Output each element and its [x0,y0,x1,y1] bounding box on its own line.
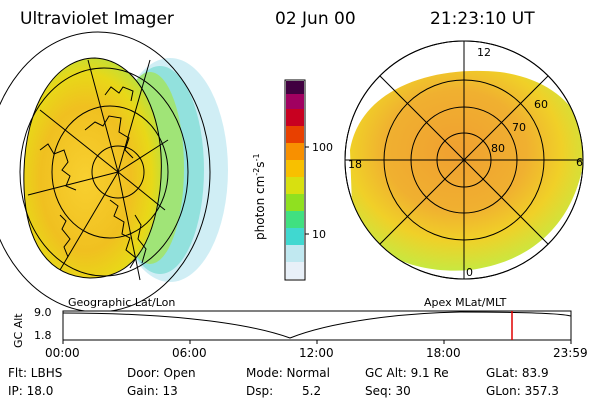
polar-auroral-oval [350,70,583,271]
polar-grid [344,40,584,280]
glat-info: GLat: 83.9 [486,366,549,380]
colorbar-unit-label: photon cm-2s-1 [252,153,267,240]
lat-label-60: 60 [534,98,548,111]
flt-info: Flt: LBHS [8,366,63,380]
lat-label-80: 80 [491,142,505,155]
seq-info: Seq: 30 [365,384,411,398]
alt-xtick-0: 00:00 [45,346,80,360]
dsp-value: 5.2 [302,384,322,398]
alt-xtick-2: 12:00 [299,346,334,360]
time-label: 21:23:10 UT [430,9,535,29]
apex-panel-label: Apex MLat/MLT [424,296,507,309]
alt-axis-label: GC Alt [12,313,25,348]
geographic-panel-label: Geographic Lat/Lon [68,296,176,309]
alt-ytick-high: 9.0 [34,306,52,319]
gain-info: Gain: 13 [127,384,178,398]
ip-info: IP: 18.0 [8,384,54,398]
date-label: 02 Jun 00 [275,9,356,29]
lat-label-70: 70 [512,121,526,134]
colorbar [284,79,309,281]
coastlines [39,86,147,269]
mlt-label-18: 18 [348,158,362,171]
mlt-label-6: 6 [576,156,583,169]
alt-xtick-1: 06:00 [172,346,207,360]
glon-info: GLon: 357.3 [486,384,559,398]
colorbar-tick-10: 10 [312,228,326,241]
alt-ytick-low: 1.8 [34,329,52,342]
alt-xtick-4: 23:59 [553,346,588,360]
altitude-plot [62,310,572,344]
alt-xtick-3: 18:00 [426,346,461,360]
instrument-title: Ultraviolet Imager [20,9,174,29]
mlt-label-12: 12 [477,46,491,59]
gcalt-info: GC Alt: 9.1 Re [365,366,449,380]
mlt-label-0: 0 [466,266,473,279]
mode-info: Mode: Normal [246,366,330,380]
polar-plot [344,40,584,280]
colorbar-tick-100: 100 [312,141,333,154]
door-info: Door: Open [127,366,196,380]
dsp-label: Dsp: [246,384,274,398]
